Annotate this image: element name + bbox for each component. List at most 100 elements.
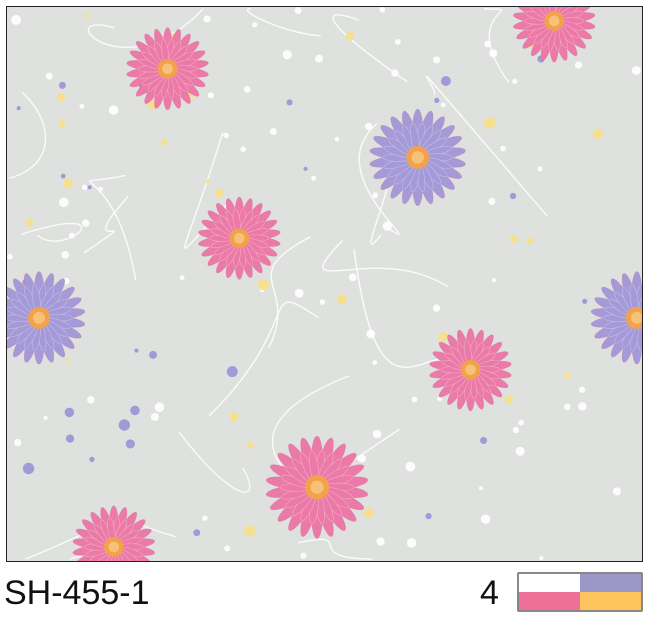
dot <box>89 456 95 463</box>
dot <box>79 103 85 109</box>
dot <box>612 487 621 496</box>
dot <box>394 38 401 45</box>
dot <box>518 419 525 426</box>
pink-daisy-flower <box>198 196 281 280</box>
dot <box>229 412 239 422</box>
pink-daisy-flower <box>513 7 596 63</box>
swirl-line <box>322 240 449 288</box>
dot <box>87 185 92 190</box>
dot <box>149 350 158 359</box>
dot <box>62 178 73 189</box>
dot <box>11 14 22 25</box>
dot <box>592 128 603 139</box>
dot <box>366 329 376 339</box>
dot <box>193 529 201 537</box>
dot <box>7 253 13 260</box>
purple-daisy-flower <box>369 108 466 207</box>
swirl-line <box>483 8 510 84</box>
dot <box>58 119 66 128</box>
dot <box>480 436 488 445</box>
dot <box>334 136 340 142</box>
dot <box>441 102 446 108</box>
dot <box>83 12 89 19</box>
dot <box>243 86 251 93</box>
dot <box>582 298 588 304</box>
color-swatch <box>517 572 643 612</box>
dot <box>203 15 211 23</box>
product-code: SH-455-1 <box>4 574 150 612</box>
dot <box>564 372 571 380</box>
dot <box>500 145 506 152</box>
swatch-color-2 <box>580 574 641 592</box>
dot <box>161 138 168 146</box>
fabric-pattern-preview <box>6 6 643 562</box>
swirl-line <box>267 236 311 349</box>
dot <box>269 128 277 136</box>
dot <box>282 50 292 60</box>
dot <box>207 92 214 99</box>
dot <box>411 396 418 403</box>
dot <box>437 396 443 402</box>
dot <box>515 446 525 456</box>
dot <box>16 106 21 111</box>
dot <box>81 184 88 191</box>
dot <box>432 304 441 312</box>
dot <box>364 122 373 130</box>
dot <box>58 81 66 89</box>
dot <box>125 439 135 449</box>
dot <box>489 49 498 58</box>
dot <box>372 429 382 439</box>
pink-daisy-flower <box>126 27 209 111</box>
dot <box>491 278 496 283</box>
dot <box>223 132 229 139</box>
swirl-line <box>297 538 373 560</box>
dot <box>14 438 22 447</box>
dot <box>345 31 355 41</box>
swirl-line <box>178 431 251 493</box>
purple-daisy-flower <box>7 271 86 365</box>
pink-daisy-flower <box>72 505 155 561</box>
dot <box>300 552 307 559</box>
swirl-line <box>8 92 47 179</box>
dot <box>509 234 518 243</box>
dot <box>391 69 399 77</box>
dot <box>480 514 491 524</box>
dot <box>294 288 304 298</box>
dot <box>303 166 308 171</box>
dot <box>257 278 270 291</box>
dot <box>372 192 379 199</box>
swatch-color-4 <box>580 592 641 610</box>
swirl-line <box>358 122 400 235</box>
dot <box>202 515 208 521</box>
color-count: 4 <box>480 574 499 612</box>
dot <box>60 173 66 179</box>
dot <box>483 116 496 129</box>
dot <box>61 250 70 259</box>
dot <box>563 403 571 411</box>
dot <box>64 407 75 418</box>
dot <box>348 273 357 282</box>
dot <box>526 237 534 245</box>
dot <box>376 537 385 546</box>
dot <box>579 386 586 393</box>
dot <box>130 405 140 416</box>
swirl-line <box>83 195 129 254</box>
dot <box>379 7 386 13</box>
dot <box>425 513 432 520</box>
dot <box>65 357 70 362</box>
dot <box>68 232 75 239</box>
dot <box>59 197 69 208</box>
dot <box>286 99 293 106</box>
dot <box>179 275 185 281</box>
dot <box>150 412 159 421</box>
dot <box>357 454 366 463</box>
swirl-line <box>87 8 204 48</box>
dot <box>43 415 48 420</box>
dot <box>252 22 258 28</box>
swatch-color-3 <box>519 592 580 610</box>
dot <box>294 7 302 14</box>
dot <box>82 219 90 227</box>
swatch-color-1 <box>519 574 580 592</box>
swirl-line <box>332 14 408 83</box>
dot <box>45 72 53 80</box>
